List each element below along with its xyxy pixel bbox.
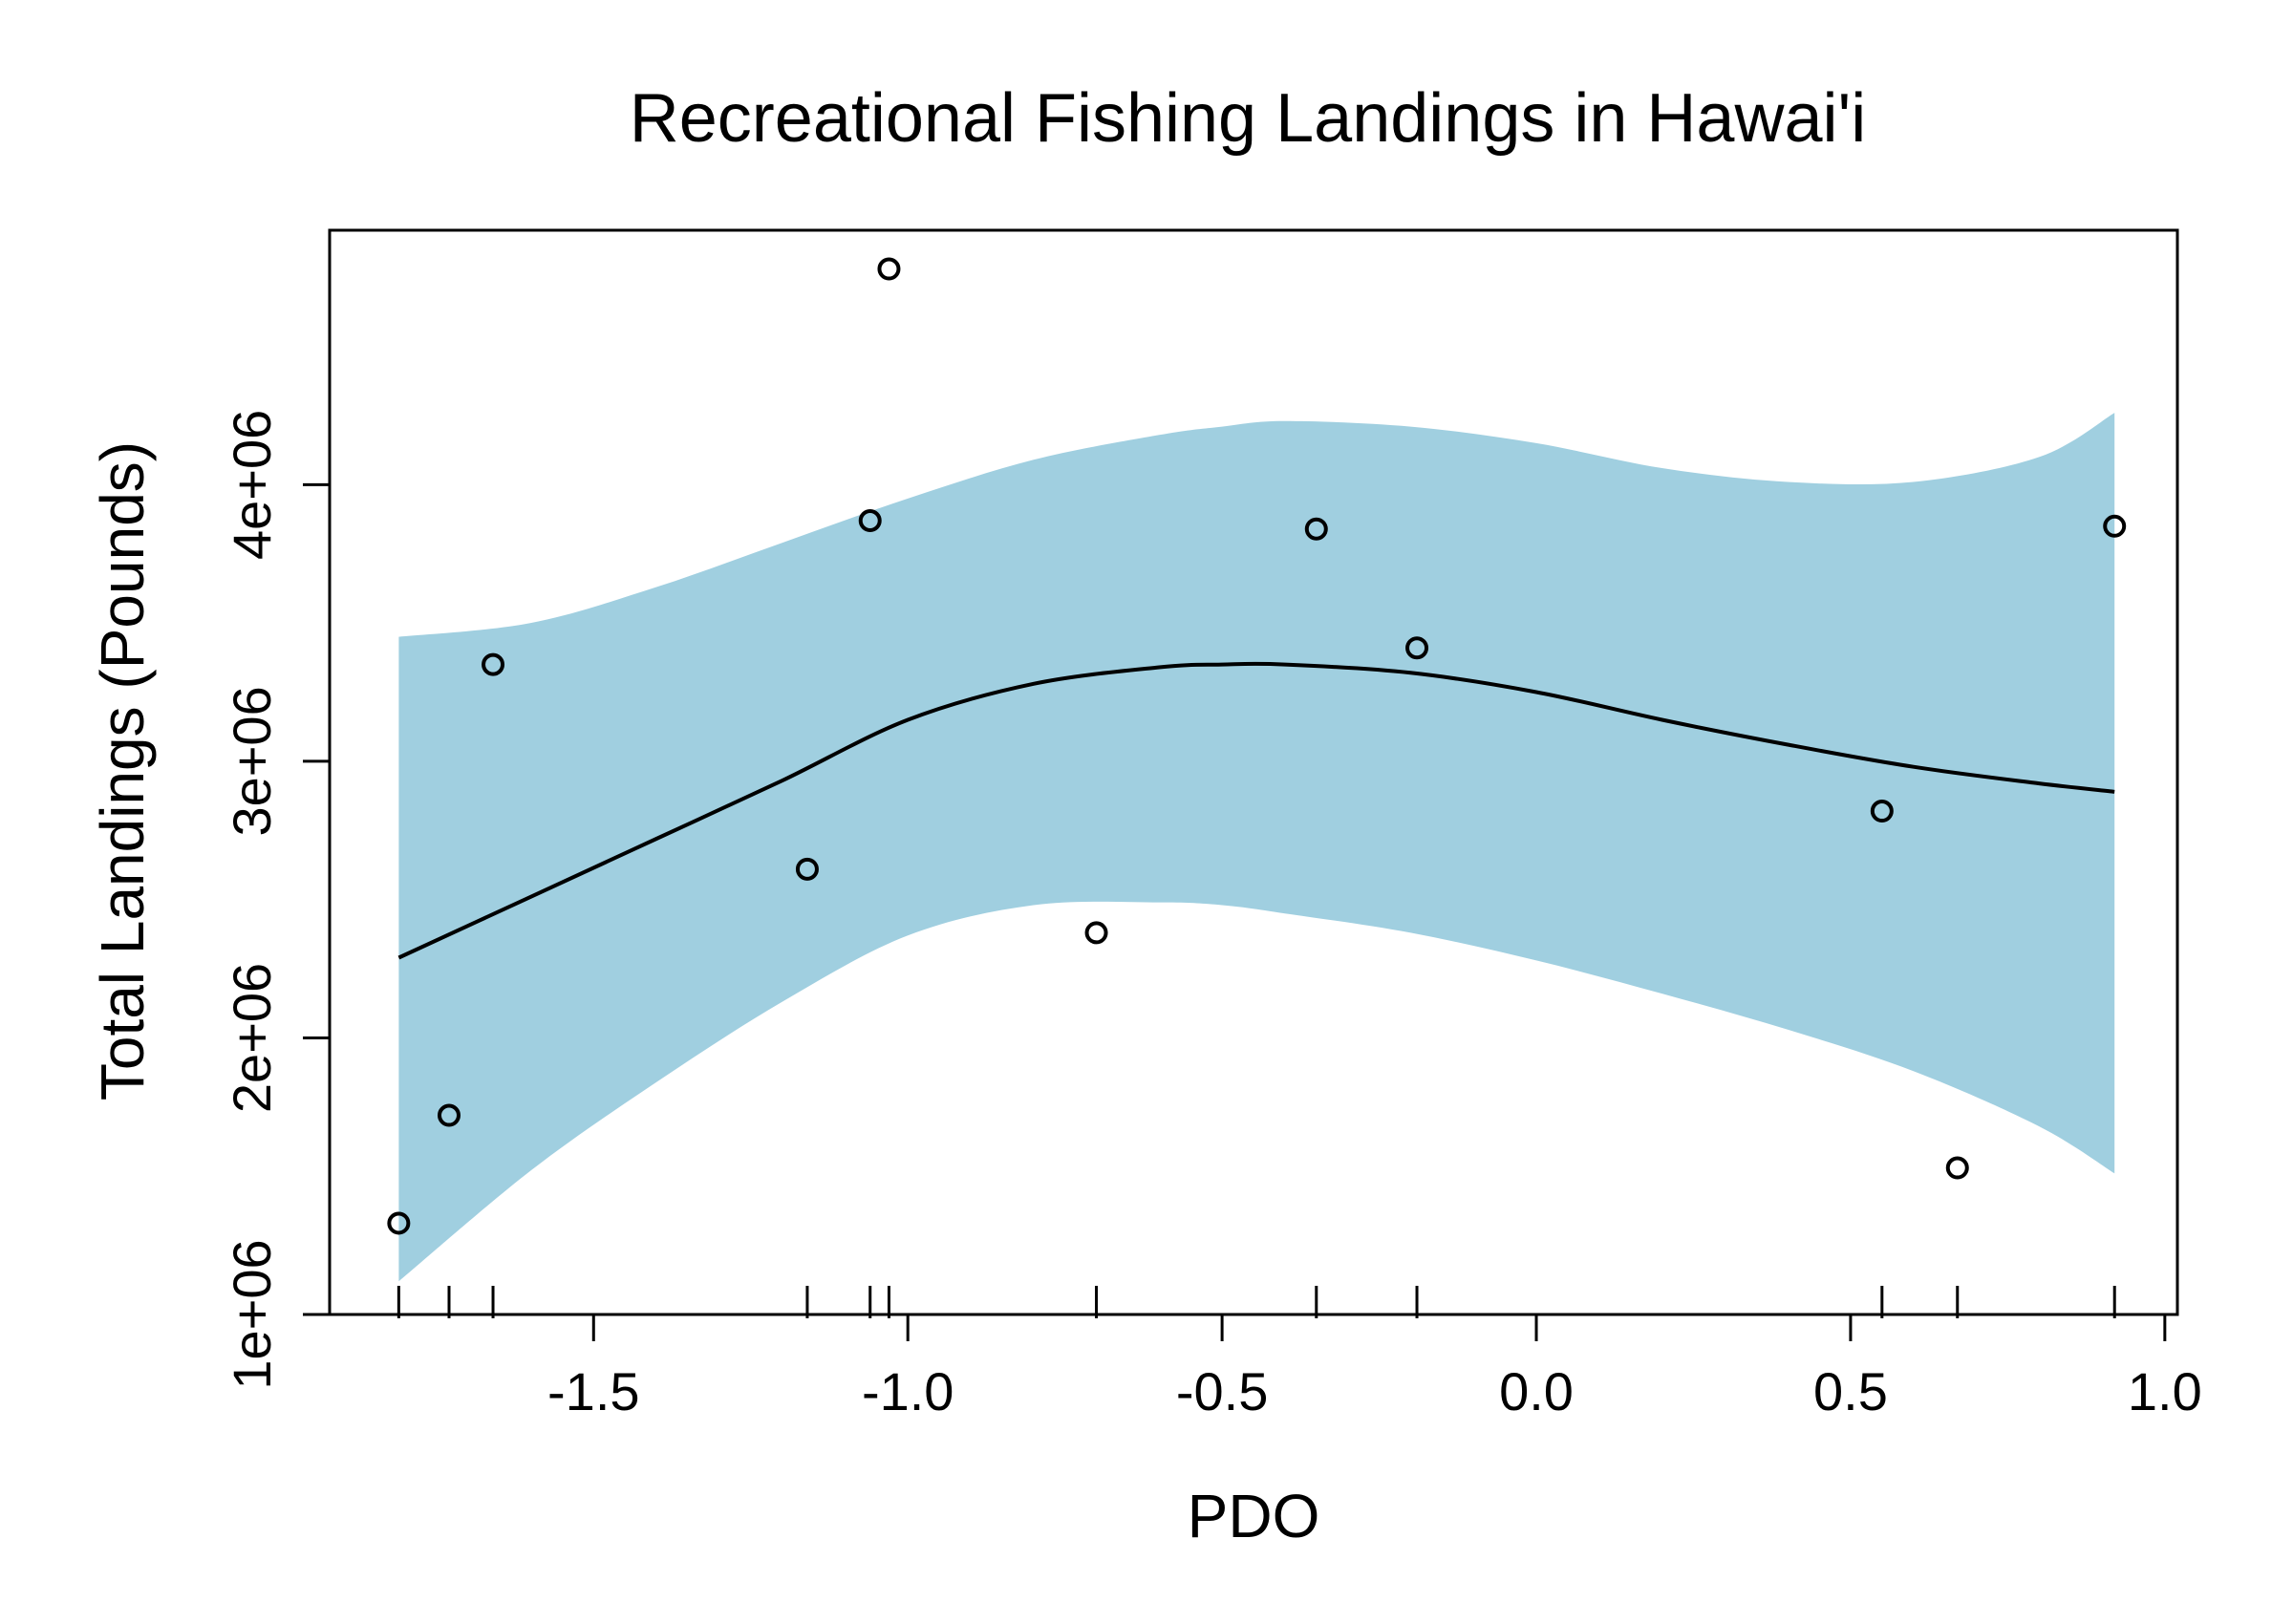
data-point [1870, 800, 1894, 823]
y-tick-label: 1e+06 [222, 1239, 282, 1389]
x-tick-label: 0.0 [1499, 1361, 1574, 1421]
y-tick-label: 2e+06 [222, 963, 282, 1113]
y-tick-label: 4e+06 [222, 410, 282, 560]
x-rug [396, 1286, 2116, 1318]
x-tick-label: 1.0 [2128, 1361, 2202, 1421]
plot-area [328, 228, 2179, 1316]
y-tick-label: 3e+06 [222, 686, 282, 836]
x-axis-label: PDO [1188, 1482, 1320, 1550]
data-point [795, 857, 819, 881]
x-axis: -1.5 -1.0 -0.5 0.0 0.5 1.0 [547, 1313, 2202, 1421]
chart-title: Recreational Fishing Landings in Hawai'i [630, 80, 1866, 157]
data-point [387, 1211, 411, 1235]
data-point [482, 652, 505, 676]
data-point [1304, 517, 1328, 541]
data-points [387, 257, 2127, 1235]
data-point [858, 509, 882, 533]
data-point [1945, 1156, 1969, 1180]
smooth-fit-line [397, 661, 2115, 960]
data-point [437, 1103, 461, 1127]
y-axis-label: Total Landings (Pounds) [88, 441, 157, 1100]
data-point [2103, 514, 2127, 538]
confidence-band [398, 413, 2115, 1282]
data-point [1084, 921, 1108, 945]
x-tick-label: -1.0 [862, 1361, 954, 1421]
data-point [877, 257, 901, 281]
x-tick-label: -0.5 [1176, 1361, 1269, 1421]
y-axis: 1e+06 2e+06 3e+06 4e+06 [222, 410, 332, 1390]
x-tick-label: -1.5 [547, 1361, 640, 1421]
x-tick-label: 0.5 [1813, 1361, 1888, 1421]
data-point [1405, 636, 1429, 660]
